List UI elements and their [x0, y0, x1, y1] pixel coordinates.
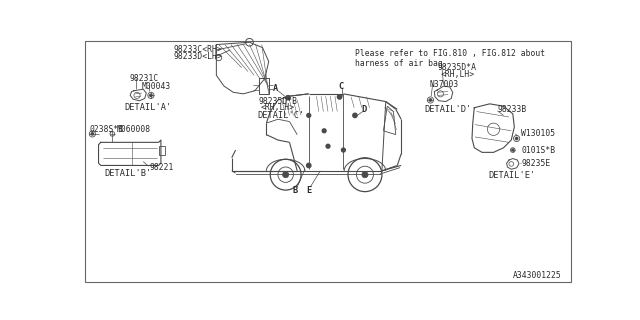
Circle shape [337, 95, 342, 99]
Circle shape [283, 172, 289, 178]
Text: W130105: W130105 [521, 129, 556, 138]
Text: Please refer to FIG.810 , FIG.812 about: Please refer to FIG.810 , FIG.812 about [355, 49, 545, 58]
Text: 98231C: 98231C [129, 74, 159, 83]
Text: M00043: M00043 [141, 82, 171, 91]
Text: 98235D*B: 98235D*B [259, 97, 298, 106]
Circle shape [342, 148, 346, 152]
Text: harness of air bag.: harness of air bag. [355, 59, 447, 68]
Text: DETAIL'A': DETAIL'A' [124, 103, 172, 112]
Text: 98221: 98221 [149, 163, 173, 172]
Text: <RH,LH>: <RH,LH> [440, 70, 474, 79]
Text: E: E [307, 186, 312, 195]
Text: 98235E: 98235E [521, 159, 550, 168]
Bar [159, 146, 164, 156]
Text: A343001225: A343001225 [513, 271, 561, 280]
Text: DETAIL'D': DETAIL'D' [424, 105, 472, 114]
Circle shape [326, 144, 330, 148]
Text: B: B [292, 186, 298, 195]
Circle shape [515, 137, 518, 140]
Circle shape [322, 129, 326, 133]
Text: DETAIL'E': DETAIL'E' [488, 171, 536, 180]
Text: 0101S*B: 0101S*B [521, 146, 556, 155]
Text: 98233B: 98233B [497, 105, 527, 114]
Circle shape [429, 99, 431, 101]
Text: <RH,LH>: <RH,LH> [260, 103, 294, 112]
Text: D: D [361, 105, 366, 114]
Circle shape [512, 149, 514, 151]
Circle shape [92, 133, 93, 135]
Text: DETAIL'C': DETAIL'C' [257, 111, 305, 120]
Text: 98233D<LH>: 98233D<LH> [174, 52, 223, 61]
Circle shape [362, 172, 368, 178]
Text: M060008: M060008 [116, 125, 150, 134]
Circle shape [286, 96, 290, 100]
Text: A: A [273, 84, 278, 93]
Text: DETAIL'B': DETAIL'B' [105, 169, 152, 178]
Circle shape [150, 94, 152, 97]
Text: 98233C<RH>: 98233C<RH> [174, 45, 223, 54]
Text: C: C [338, 82, 343, 91]
Bar [259, 78, 269, 94]
Circle shape [307, 114, 310, 117]
Circle shape [353, 113, 357, 117]
Text: 98235D*A: 98235D*A [437, 63, 476, 72]
Circle shape [307, 163, 311, 168]
Text: N37003: N37003 [429, 80, 459, 89]
Text: 0238S*B: 0238S*B [90, 125, 124, 134]
